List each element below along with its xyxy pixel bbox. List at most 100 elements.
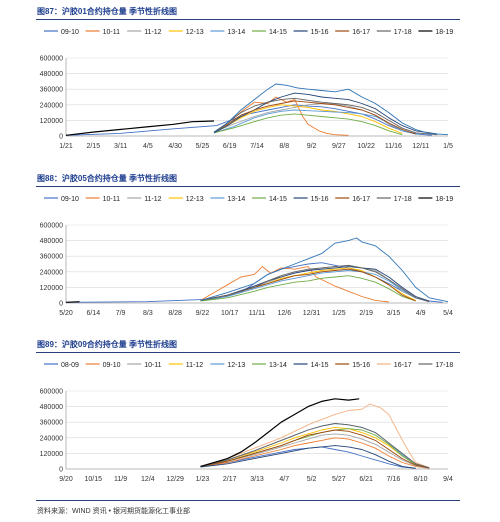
legend-label-18-19: 18-19 [435, 29, 453, 36]
legend-label-12-13: 12-13 [186, 29, 204, 36]
legend-label-16-17: 16-17 [394, 362, 412, 369]
bottom-rule [36, 500, 460, 501]
x-tick-label: 9/4 [443, 476, 453, 483]
y-tick-label: 360000 [40, 87, 63, 94]
x-tick-label: 1/5 [443, 143, 453, 150]
x-tick-label: 4/9 [416, 310, 426, 317]
legend-label-14-15: 14-15 [269, 196, 287, 203]
x-tick-label: 12/31 [303, 310, 321, 317]
x-tick-label: 9/2 [307, 143, 317, 150]
series-line-14-15 [213, 113, 403, 136]
chart2-title: 图88：沪胶05合约持仓量 季节性折线图 [37, 174, 178, 183]
legend-label-10-11: 10-11 [103, 196, 120, 203]
series-line-16-17 [200, 403, 430, 469]
chart2-svg: 09-10 10-11 11-12 12-13 13-14 14-15 15-16 16-17… [40, 196, 454, 317]
series-line-17-18 [200, 264, 430, 303]
x-tick-label: 11/16 [385, 143, 402, 150]
y-tick-label: 480000 [40, 404, 63, 411]
chart1-title-rule [36, 19, 460, 20]
legend-label-10-11: 10-11 [103, 29, 120, 36]
x-tick-label: 12/6 [277, 310, 291, 317]
legend-label-11-12: 11-12 [144, 196, 161, 203]
x-tick-label: 5/25 [196, 143, 210, 150]
series-line-15-16 [200, 429, 430, 469]
x-tick-label: 12/11 [412, 143, 429, 150]
series-line-unlabeled-10 [213, 83, 449, 136]
legend-label-18-19: 18-19 [435, 196, 453, 203]
legend-label-09-10: 09-10 [103, 362, 121, 369]
legend-label-13-14: 13-14 [269, 362, 287, 369]
y-tick-label: 480000 [40, 238, 63, 245]
x-tick-label: 9/27 [332, 143, 346, 150]
x-tick-label: 4/30 [168, 143, 182, 150]
series-line-09-10 [200, 437, 430, 469]
chart3-title: 图89：沪胶09合约持仓量 季节性折线图 [37, 340, 178, 349]
legend-label-13-14: 13-14 [227, 29, 245, 36]
y-tick-label: 0 [59, 301, 63, 308]
x-tick-label: 8/3 [143, 310, 153, 317]
x-tick-label: 8/28 [168, 310, 182, 317]
legend-label-15-16: 15-16 [311, 29, 329, 36]
series-line-12-13 [200, 267, 416, 301]
series-line-08-09 [200, 446, 416, 469]
x-tick-label: 1/21 [59, 143, 73, 150]
chart1-svg: 09-10 10-11 11-12 12-13 13-14 14-15 15-16 16-17… [40, 29, 454, 150]
y-tick-label: 120000 [40, 451, 63, 458]
x-tick-label: 2/15 [86, 143, 100, 150]
series-line-18-19 [65, 301, 80, 303]
x-tick-label: 3/15 [387, 310, 401, 317]
legend-label-13-14: 13-14 [227, 196, 245, 203]
x-tick-label: 6/19 [223, 143, 237, 150]
x-tick-label: 4/5 [143, 143, 153, 150]
y-tick-label: 360000 [40, 420, 63, 427]
legend-label-08-09: 08-09 [61, 362, 79, 369]
y-tick-label: 240000 [40, 102, 63, 109]
series-line-15-16 [213, 92, 438, 135]
x-tick-label: 9/20 [59, 476, 73, 483]
x-tick-label: 6/21 [359, 476, 373, 483]
series-line-14-15 [200, 445, 416, 469]
x-tick-label: 10/22 [357, 143, 375, 150]
chart2-title-rule [36, 186, 460, 187]
y-tick-label: 0 [59, 467, 63, 474]
series-line-16-17 [200, 268, 416, 302]
x-tick-label: 8/8 [279, 143, 289, 150]
x-tick-label: 4/7 [279, 476, 289, 483]
x-tick-label: 5/20 [59, 310, 73, 317]
series-line-09-10 [65, 104, 432, 136]
legend-label-17-18: 17-18 [394, 29, 412, 36]
x-tick-label: 1/25 [332, 310, 346, 317]
y-tick-label: 0 [59, 134, 63, 141]
x-tick-label: 10/15 [85, 476, 103, 483]
x-tick-label: 12/29 [166, 476, 184, 483]
x-tick-label: 7/14 [250, 143, 264, 150]
legend-label-16-17: 16-17 [352, 29, 370, 36]
x-tick-label: 9/22 [196, 310, 210, 317]
legend-label-12-13: 12-13 [227, 362, 245, 369]
legend-label-14-15: 14-15 [311, 362, 329, 369]
legend-label-09-10: 09-10 [61, 196, 79, 203]
x-tick-label: 5/27 [332, 476, 346, 483]
x-tick-label: 8/10 [414, 476, 428, 483]
legend-label-16-17: 16-17 [352, 196, 370, 203]
y-tick-label: 120000 [40, 118, 63, 125]
series-line-13-14 [200, 270, 430, 303]
chart3-title-rule [36, 352, 460, 353]
series-line-16-17 [213, 100, 416, 135]
chart1-title: 图87：沪胶01合约持仓量 季节性折线图 [37, 7, 178, 16]
x-tick-label: 11/11 [249, 310, 266, 317]
x-tick-label: 1/23 [196, 476, 210, 483]
x-tick-label: 12/4 [141, 476, 155, 483]
x-tick-label: 2/19 [359, 310, 373, 317]
y-tick-label: 480000 [40, 71, 63, 78]
legend-label-12-13: 12-13 [186, 196, 204, 203]
x-tick-label: 10/17 [221, 310, 239, 317]
legend-label-10-11: 10-11 [144, 362, 161, 369]
series-line-15-16 [200, 266, 430, 302]
x-tick-label: 7/16 [387, 476, 401, 483]
legend-label-17-18: 17-18 [435, 362, 453, 369]
legend-label-11-12: 11-12 [144, 29, 161, 36]
chart3-svg: 08-09 09-10 10-11 11-12 12-13 13-14 14-15 15-16… [40, 362, 454, 483]
series-line-18-19 [65, 120, 215, 136]
y-tick-label: 600000 [40, 389, 63, 396]
